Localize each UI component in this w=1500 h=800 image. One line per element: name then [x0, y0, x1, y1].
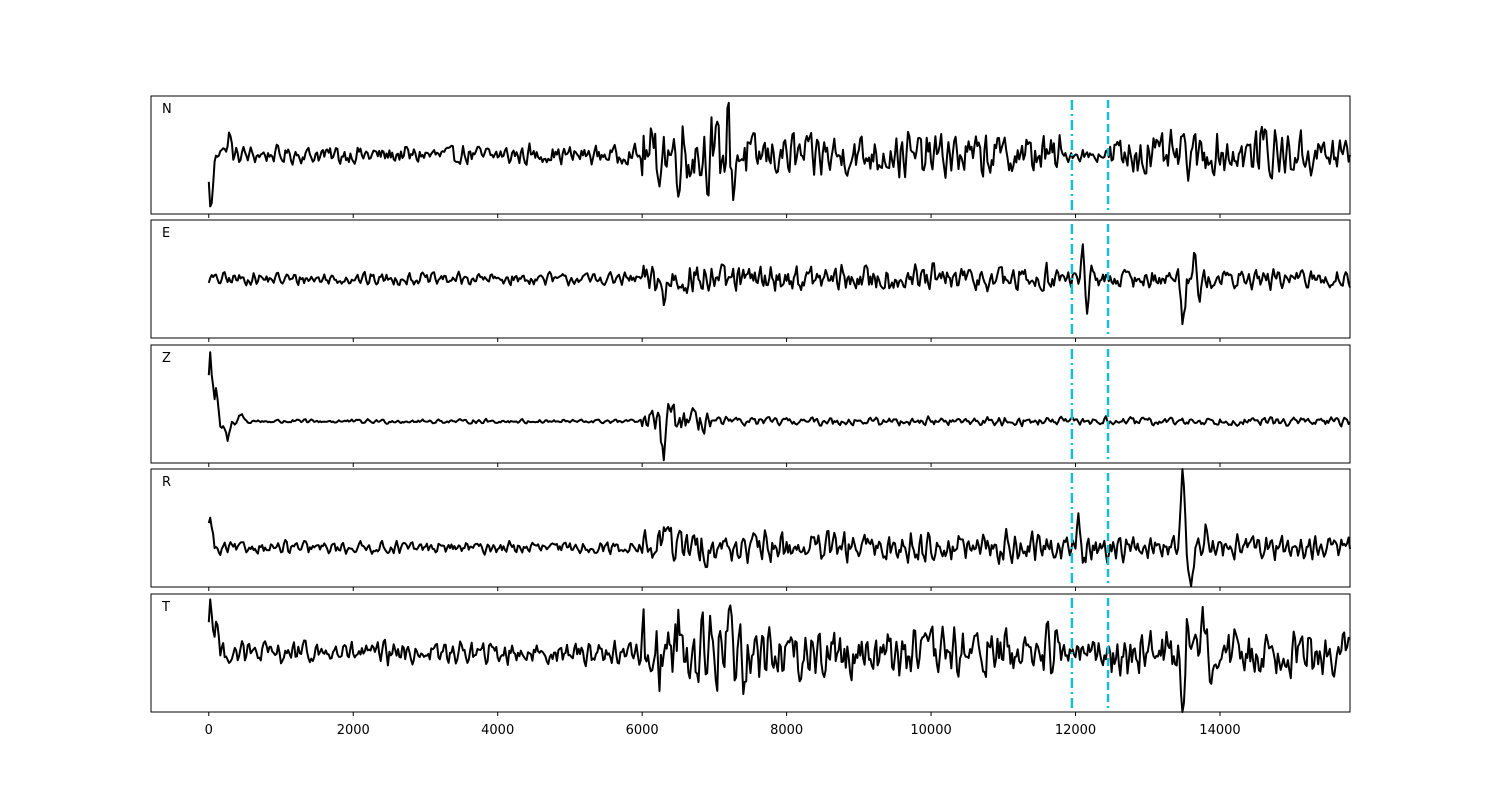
x-tick-label: 2000 [337, 723, 370, 738]
panel-label: R [162, 475, 171, 490]
panel-frame [150, 344, 1351, 464]
trace-r [207, 468, 1351, 588]
x-tick-label: 6000 [626, 723, 659, 738]
panel-label: Z [162, 351, 171, 366]
trace-e [207, 243, 1351, 326]
panel-frame [150, 219, 1351, 339]
panel-e: E [150, 219, 1351, 342]
panel-frame [150, 468, 1351, 588]
x-tick-label: 4000 [481, 723, 514, 738]
panel-r: R [150, 468, 1351, 591]
x-axis: 0 2000 4000 6000 8000 10000 12000 14000 [205, 723, 1241, 738]
panels-group: N E Z R T [150, 95, 1351, 716]
x-tick-label: 8000 [770, 723, 803, 738]
trace-t [207, 598, 1351, 713]
panel-label: N [162, 102, 172, 117]
x-tick-label: 12000 [1055, 723, 1096, 738]
x-tick-label: 0 [205, 723, 213, 738]
trace-n [207, 101, 1351, 208]
panel-frame [150, 95, 1351, 215]
panel-z: Z [150, 344, 1351, 467]
panel-t: T [150, 593, 1351, 716]
trace-z [207, 351, 1351, 462]
panel-label: E [162, 226, 170, 241]
panel-label: T [161, 600, 170, 615]
panel-n: N [150, 95, 1351, 218]
x-tick-label: 14000 [1199, 723, 1240, 738]
x-tick-label: 10000 [910, 723, 951, 738]
panel-frame [150, 593, 1351, 713]
